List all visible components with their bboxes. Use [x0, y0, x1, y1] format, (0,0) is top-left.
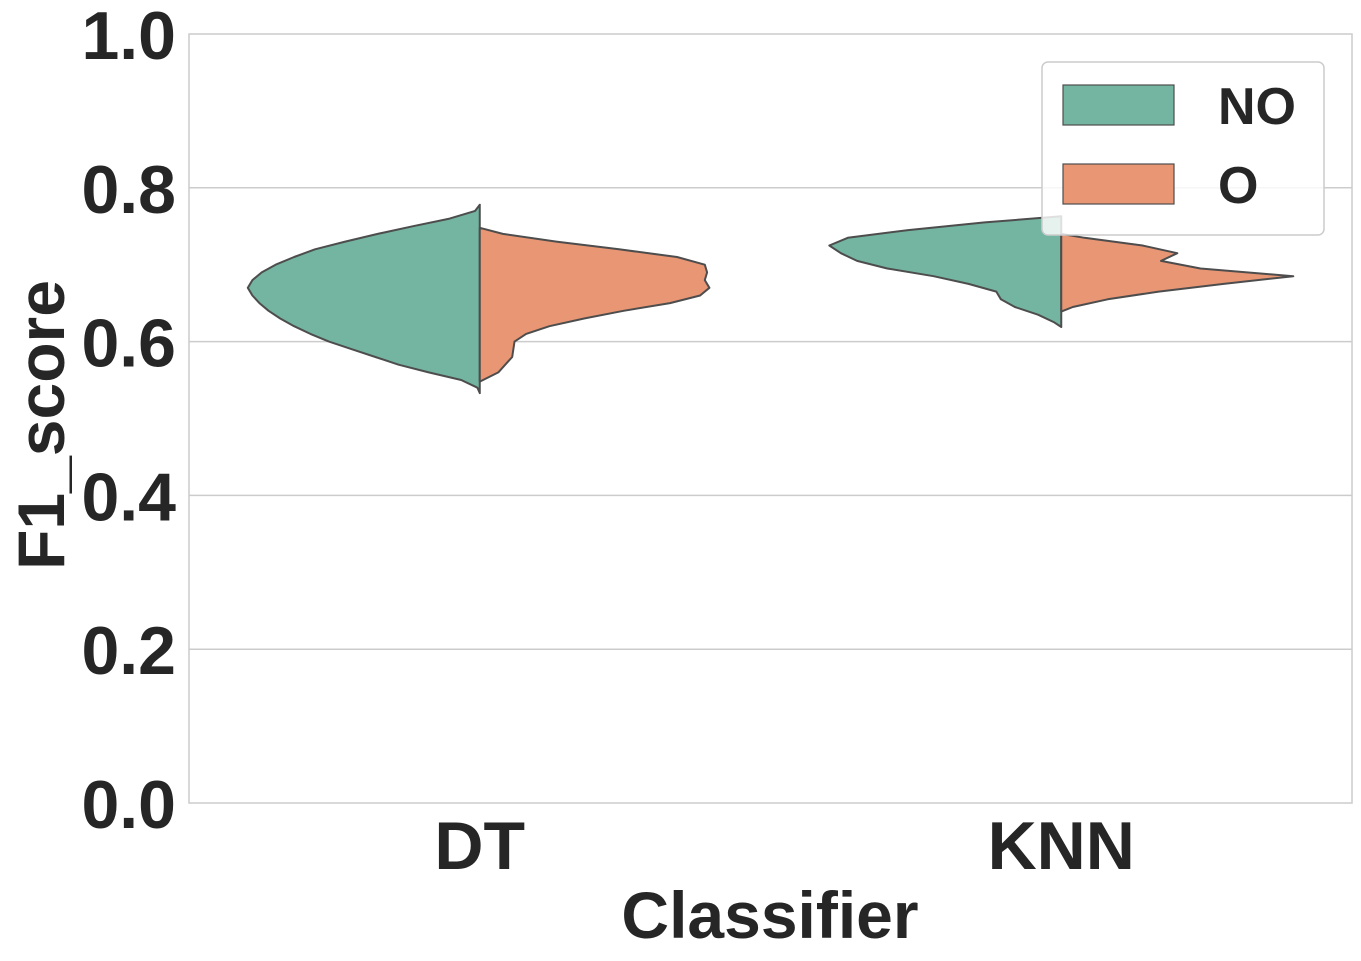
y-tick-label: 0.2 — [81, 613, 176, 689]
y-axis-title: F1_score — [4, 280, 78, 570]
y-tick-label: 0.4 — [81, 459, 176, 535]
violin-no-dt — [246, 203, 481, 395]
legend-label-o: O — [1218, 157, 1258, 215]
y-tick-labels: 0.0 0.2 0.4 0.6 0.8 1.0 — [81, 0, 176, 843]
plot-frame — [188, 33, 1353, 804]
legend: NO O — [1041, 61, 1325, 236]
violins — [246, 203, 1295, 395]
x-tick-labels: DT KNN — [434, 808, 1134, 884]
y-tick-label: 0.6 — [81, 306, 176, 382]
violin-o-dt — [478, 226, 711, 383]
x-tick-label: DT — [434, 808, 525, 884]
legend-swatch-no — [1062, 84, 1175, 126]
legend-label-no: NO — [1218, 78, 1296, 136]
y-tick-label: 1.0 — [81, 0, 176, 74]
x-axis-title: Classifier — [621, 878, 918, 952]
x-tick-label: KNN — [988, 808, 1135, 884]
legend-swatch-o — [1062, 163, 1175, 205]
violin-no-knn — [828, 215, 1063, 328]
y-tick-label: 0.0 — [81, 767, 176, 843]
y-tick-label: 0.8 — [81, 152, 176, 228]
